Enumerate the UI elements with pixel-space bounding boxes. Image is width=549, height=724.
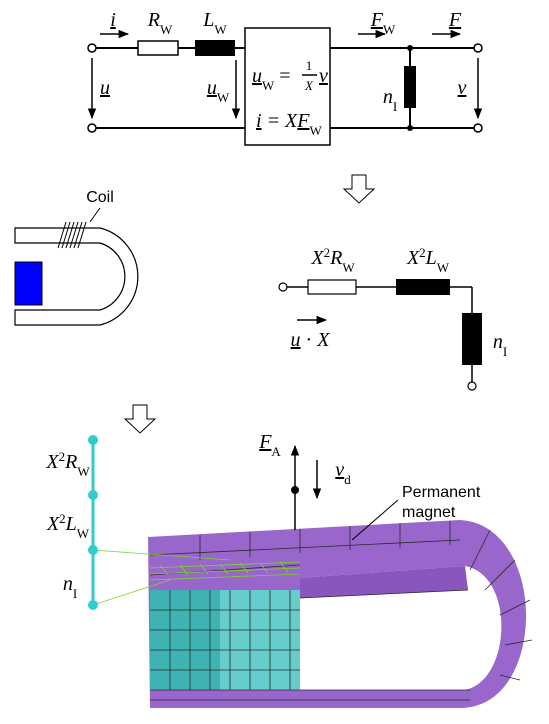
factor: X (310, 247, 324, 269)
factor: X (46, 513, 60, 535)
math-label: F (448, 9, 462, 31)
symbol: u (252, 65, 262, 87)
diagram: iRWLWuuWFWFnIvuW = 1Xvi = XFWCoilX2RWX2L… (0, 0, 549, 724)
math-label: u · X (291, 329, 331, 351)
rhs: F (296, 110, 310, 132)
math-label: v (458, 77, 467, 99)
sub: W (310, 123, 323, 138)
math-label: FA (258, 431, 281, 459)
sub: W (262, 78, 275, 93)
math-label: X2LW (406, 245, 450, 275)
symbol: R (147, 9, 160, 31)
operator: = X (262, 110, 298, 132)
math-label: nI (383, 86, 397, 114)
coil-label: Coil (86, 189, 114, 206)
operator: = (274, 65, 295, 87)
sub: A (271, 444, 281, 459)
math-label: LW (202, 9, 227, 37)
sub: W (214, 22, 227, 37)
symbol: L (425, 247, 437, 269)
denominator: X (304, 78, 314, 93)
factor: X (45, 451, 59, 473)
sub: W (437, 260, 450, 275)
symbol: F (448, 9, 462, 31)
math-label: X2RW (45, 449, 90, 479)
sub: W (383, 22, 396, 37)
magnet-label: magnet (402, 504, 456, 521)
symbol: u (100, 77, 110, 99)
symbol: n (383, 86, 393, 108)
symbol: v (458, 77, 467, 99)
sub: W (77, 464, 90, 479)
numerator: 1 (306, 58, 313, 73)
symbol: F (258, 431, 272, 453)
rhs: v (319, 65, 328, 87)
math-label: vd (335, 459, 351, 487)
math-label: nI (493, 331, 507, 359)
factor: X (406, 247, 420, 269)
operator: · (301, 329, 318, 351)
math-label: RW (147, 9, 173, 37)
fe-model (88, 435, 532, 708)
symbol: n (493, 331, 503, 353)
transform-arrows (125, 175, 374, 433)
math-label: i (110, 9, 116, 31)
sub: W (77, 526, 90, 541)
factor: X (316, 329, 330, 351)
sub: d (344, 472, 351, 487)
symbol: R (329, 247, 342, 269)
symbol: u (291, 329, 301, 351)
sub: I (393, 99, 397, 114)
symbol: R (64, 451, 77, 473)
math-label: X2LW (46, 511, 90, 541)
sub: I (503, 344, 507, 359)
sub: W (217, 90, 230, 105)
symbol: v (335, 459, 344, 481)
symbol: L (65, 513, 77, 535)
sub: W (342, 260, 355, 275)
coil-sketch (15, 208, 138, 325)
math-label: X2RW (310, 245, 355, 275)
symbol: i (110, 9, 116, 31)
math-label: FW (370, 9, 396, 37)
magnet-label: Permanent (402, 484, 481, 501)
symbol: L (202, 9, 214, 31)
symbol: u (207, 77, 217, 99)
math-label: uW (207, 77, 230, 105)
symbol: n (63, 573, 73, 595)
sub: W (160, 22, 173, 37)
sub: I (73, 586, 77, 601)
math-label: nI (63, 573, 77, 601)
math-label: u (100, 77, 110, 99)
symbol: F (370, 9, 384, 31)
